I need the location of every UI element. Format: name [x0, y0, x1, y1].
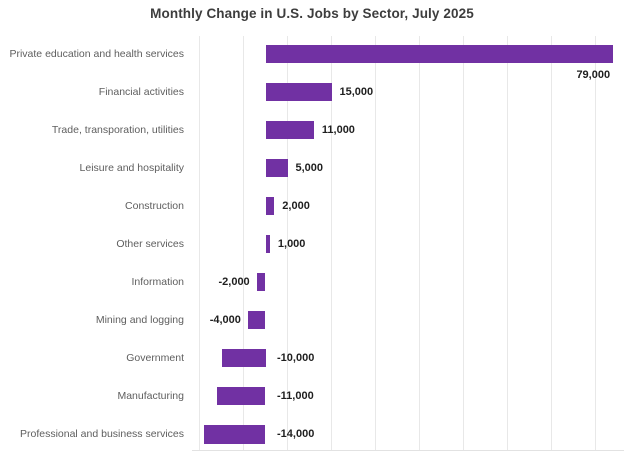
bar — [247, 310, 266, 330]
value-label: 2,000 — [282, 199, 310, 212]
value-label: -2,000 — [218, 276, 250, 288]
value-label: 11,000 — [321, 123, 355, 136]
gridline — [199, 36, 200, 450]
value-label: 79,000 — [576, 69, 611, 81]
category-label: Financial activities — [98, 85, 184, 98]
gridline — [551, 36, 552, 450]
category-label: Construction — [125, 199, 184, 212]
value-label: 15,000 — [339, 85, 374, 98]
value-label: 1,000 — [277, 238, 306, 250]
bar — [217, 386, 266, 406]
category-label: Professional and business services — [19, 428, 184, 441]
bar — [265, 120, 314, 140]
value-label: -14,000 — [277, 428, 315, 441]
category-label: Mining and logging — [95, 314, 184, 327]
gridline — [463, 36, 464, 450]
gridline — [287, 36, 288, 450]
bar — [256, 272, 266, 292]
x-axis-line — [192, 450, 624, 451]
bar — [203, 425, 266, 444]
gridline — [507, 36, 508, 450]
bar — [265, 44, 614, 63]
value-label: -11,000 — [277, 390, 314, 403]
category-label: Trade, transporation, utilities — [51, 123, 184, 136]
category-label: Leisure and hospitality — [79, 161, 184, 174]
category-label: Government — [126, 352, 184, 365]
category-label: Private education and health services — [9, 47, 184, 60]
gridline — [331, 36, 332, 450]
chart-title: Monthly Change in U.S. Jobs by Sector, J… — [150, 6, 474, 21]
gridline — [375, 36, 376, 450]
gridline — [243, 36, 244, 450]
bar — [265, 234, 270, 254]
bar — [265, 158, 288, 178]
value-label: -4,000 — [209, 314, 241, 327]
value-label: 5,000 — [295, 161, 324, 174]
gridline — [595, 36, 596, 450]
bar — [265, 196, 275, 216]
category-label: Information — [131, 276, 184, 288]
value-label: -10,000 — [277, 352, 315, 365]
category-label: Manufacturing — [117, 390, 184, 403]
gridline — [419, 36, 420, 450]
category-label: Other services — [116, 238, 184, 250]
bar — [265, 82, 332, 101]
bar — [221, 348, 266, 368]
